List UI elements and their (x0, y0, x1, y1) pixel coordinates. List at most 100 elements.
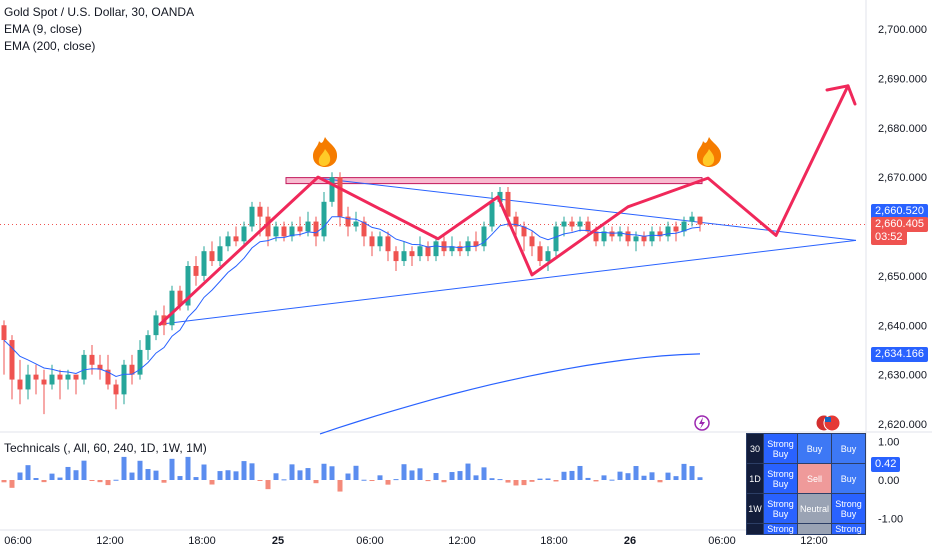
technicals-title[interactable]: Technicals (, All, 60, 240, 1D, 1W, 1M) (4, 441, 207, 455)
candle-body (529, 236, 535, 247)
table-row: Strong Strong (746, 523, 866, 535)
tech-bar (657, 480, 663, 483)
candle-body (17, 379, 23, 390)
candle-body (169, 290, 175, 326)
candle-body (561, 221, 567, 227)
ema-fast-legend[interactable]: EMA (9, close) (4, 22, 83, 36)
rating-cell: Strong (763, 523, 798, 535)
timeframe-cell: 1W (746, 493, 764, 524)
x-tick-label: 18:00 (188, 535, 216, 547)
rating-cell: Strong Buy (763, 463, 798, 494)
candle-body (473, 241, 479, 247)
candle-body (201, 251, 207, 276)
tech-bar (465, 463, 471, 480)
tech-bar (281, 479, 287, 481)
tech-bar (513, 480, 519, 486)
fire-icon (313, 137, 338, 167)
tech-bar (385, 480, 391, 485)
candle-body (665, 226, 671, 237)
rating-cell: Neutral (797, 493, 832, 524)
candle-body (1, 325, 7, 341)
tech-bar (201, 464, 207, 480)
tech-axis-label: -1.00 (878, 514, 903, 526)
tech-bar (433, 473, 439, 480)
tech-bar (337, 480, 343, 492)
x-tick-label: 12:00 (448, 535, 476, 547)
tech-bar (497, 479, 503, 481)
pattern-zigzag-line (158, 84, 850, 326)
y-tick-label: 2,650.000 (878, 271, 927, 283)
tech-bar (97, 480, 103, 483)
tech-bar (393, 479, 399, 481)
tech-bar (161, 480, 167, 483)
tech-bar (249, 463, 255, 480)
candle-body (545, 251, 551, 262)
tech-bar (1, 480, 7, 483)
tech-bar (537, 478, 543, 480)
candle-body (457, 246, 463, 252)
symbol-title[interactable]: Gold Spot / U.S. Dollar, 30, OANDA (4, 5, 195, 19)
candle-body (89, 354, 95, 365)
rating-cell: Strong Buy (763, 493, 798, 524)
candle-body (289, 226, 295, 237)
tech-bar (561, 471, 567, 480)
tech-bar (545, 478, 551, 480)
tech-bar (609, 479, 615, 481)
candle-body (209, 251, 215, 262)
tech-bar (473, 475, 479, 480)
candle-body (697, 216, 703, 225)
tech-bar (521, 480, 527, 486)
tech-bar (233, 471, 239, 480)
tech-bar (481, 467, 487, 480)
tech-bar (633, 466, 639, 480)
candle-body (41, 379, 47, 385)
tech-bar (505, 480, 511, 483)
candle-body (49, 374, 55, 385)
candle-body (217, 246, 223, 262)
candle-body (625, 231, 631, 242)
candle-body (129, 364, 135, 375)
candle-body (337, 177, 343, 217)
technicals-value-tag: 0.42 (871, 457, 901, 472)
tech-bar (65, 466, 71, 480)
fire-inner (318, 149, 331, 166)
x-tick-label: 12:00 (800, 535, 828, 547)
ema-slow-legend[interactable]: EMA (200, close) (4, 39, 96, 53)
candle-body (633, 236, 639, 242)
tech-bar (697, 477, 703, 480)
candle-body (369, 236, 375, 247)
chart-legend: Gold Spot / U.S. Dollar, 30, OANDA EMA (… (4, 4, 194, 55)
candle-body (377, 236, 383, 247)
candle-body (601, 231, 607, 242)
tech-bar (329, 466, 335, 480)
candle-body (153, 315, 159, 336)
candle-body (593, 231, 599, 242)
rating-cell: Strong Buy (831, 493, 866, 524)
tech-bar (369, 480, 375, 482)
tech-bar (649, 472, 655, 480)
tech-bar (625, 473, 631, 480)
tech-bar (345, 473, 351, 480)
candle-body (233, 236, 239, 242)
tech-bar (681, 463, 687, 480)
tech-bar (33, 478, 39, 480)
rating-cell: Sell (797, 463, 832, 494)
ema-slow-line (319, 353, 701, 435)
rating-cell (797, 523, 832, 535)
candle-body (257, 206, 263, 217)
resistance-zone (285, 177, 703, 185)
candle-body (241, 226, 247, 242)
tech-axis-label: 1.00 (878, 437, 899, 449)
tech-bar (553, 480, 559, 482)
rating-cell: Buy (831, 463, 866, 494)
fire-inner (702, 149, 715, 166)
x-tick-label: 26 (624, 535, 636, 547)
tech-bar (585, 477, 591, 480)
x-tick-label: 06:00 (356, 535, 384, 547)
tech-bar (569, 470, 575, 480)
tech-bar (665, 472, 671, 480)
tech-bar (193, 477, 199, 480)
candle-body (33, 374, 39, 380)
candle-body (409, 251, 415, 257)
tech-axis-label: 0.00 (878, 475, 899, 487)
